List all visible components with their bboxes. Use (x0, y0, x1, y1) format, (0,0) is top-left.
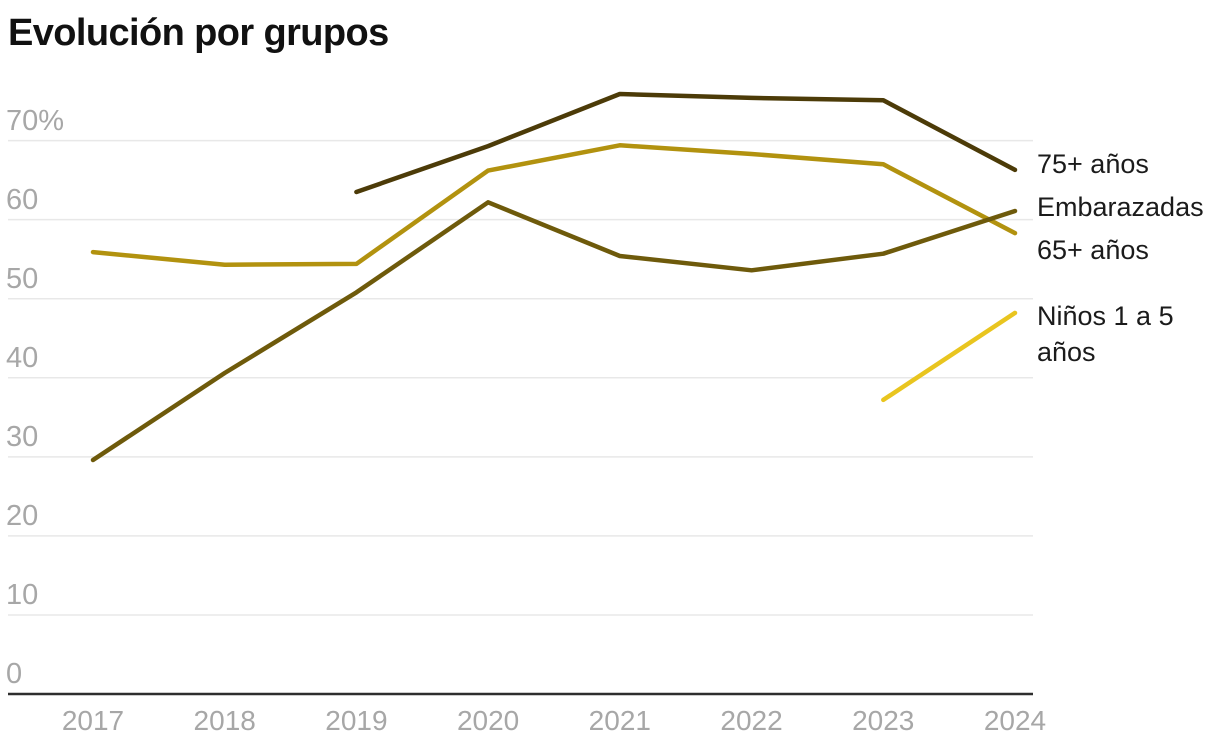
x-tick-label: 2017 (61, 705, 125, 736)
x-tick-label: 2022 (720, 705, 783, 736)
y-tick-label: 30 (6, 420, 39, 453)
x-tick-label: 2023 (852, 705, 915, 736)
x-tick-label: 2020 (456, 705, 520, 736)
line-series-3 (881, 310, 1018, 403)
y-tick-label: 60 (6, 183, 39, 216)
x-tick-label: 2024 (983, 705, 1047, 736)
y-tick-label: 50 (6, 262, 39, 295)
x-tick-label: 2021 (588, 705, 651, 736)
x-tick-label: 2019 (325, 705, 388, 736)
line-series-1 (90, 200, 1018, 463)
y-tick-label: 40 (6, 341, 39, 374)
y-tick-label: 70% (6, 104, 65, 137)
chart-title: Evolución por grupos (8, 12, 389, 54)
series-label-ninos-1-a-5-anos: Niños 1 a 5 años (1037, 301, 1174, 367)
line-series-0 (354, 91, 1018, 195)
y-tick-label: 20 (6, 499, 39, 532)
y-tick-label: 0 (6, 658, 23, 690)
x-tick-label: 2018 (193, 705, 256, 736)
y-tick-label: 10 (6, 578, 39, 611)
series-label-75-anos: 75+ años (1037, 149, 1149, 179)
series-label-embarazadas: Embarazadas (1037, 192, 1204, 222)
line-series-2 (90, 143, 1018, 267)
series-label-65-anos: 65+ años (1037, 235, 1149, 265)
